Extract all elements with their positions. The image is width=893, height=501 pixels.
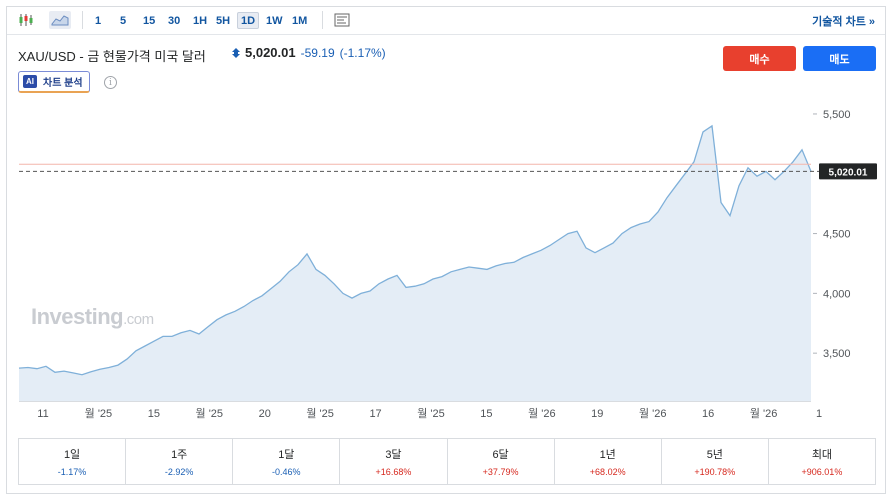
performance-cell: 1달 -0.46%	[233, 439, 341, 484]
y-tick-label: 5,500	[823, 109, 851, 121]
watermark-brand: Investing	[31, 304, 124, 329]
performance-cell: 1주 -2.92%	[126, 439, 234, 484]
timeframe-1[interactable]: 1	[95, 14, 102, 27]
performance-cell: 1년 +68.02%	[555, 439, 662, 484]
last-price: 5,020.01	[245, 45, 296, 60]
info-icon[interactable]: i	[104, 76, 117, 89]
watermark-suffix: .com	[123, 311, 154, 328]
x-tick-label: 월 '25	[417, 407, 445, 420]
x-tick-label: 월 '25	[196, 407, 224, 420]
sell-button[interactable]: 매도	[803, 46, 876, 71]
investing-watermark: Investing.com	[31, 304, 154, 330]
price-series-line	[18, 124, 812, 376]
performance-cell: 최대 +906.01%	[769, 439, 875, 484]
performance-cell: 1일 -1.17%	[19, 439, 127, 484]
performance-value: +190.78%	[694, 467, 736, 477]
indicators-icon[interactable]	[331, 11, 353, 29]
performance-value: +906.01%	[801, 467, 843, 477]
x-tick-label: 20	[259, 408, 271, 420]
x-tick-label: 월 '25	[306, 407, 334, 420]
price-area-fill	[19, 125, 811, 402]
performance-cell: 3달 +16.68%	[340, 439, 448, 484]
performance-value: +16.68%	[375, 467, 412, 477]
price-row: 5,020.01 -59.19 (-1.17%)	[232, 45, 386, 60]
y-tick-label: 3,500	[823, 348, 851, 360]
buy-button[interactable]: 매수	[723, 46, 796, 71]
x-tick-label: 15	[148, 408, 160, 420]
ai-icon: AI	[23, 75, 37, 88]
performance-cell: 6달 +37.79%	[448, 439, 555, 484]
y-tick-label: 4,500	[823, 229, 851, 241]
ai-chart-analysis-button[interactable]: AI 차트 분석	[18, 71, 90, 93]
performance-period: 최대	[811, 449, 833, 461]
area-chart-icon[interactable]	[49, 11, 71, 29]
performance-value: +68.02%	[589, 467, 626, 477]
timeframe-15[interactable]: 15	[143, 14, 156, 27]
x-tick-label: 1	[816, 408, 822, 420]
tech-chart-link[interactable]: 기술적 차트 »	[812, 16, 875, 28]
chart-widget: 1 5 15 30 1H 5H 1D 1W 1M 기술적 차트 » XAU/USD - 금 현물…	[6, 6, 886, 494]
y-tick-label: 4,000	[823, 288, 851, 300]
performance-period: 3달	[385, 449, 402, 461]
timeframe-1m[interactable]: 1M	[292, 14, 308, 27]
x-tick-label: 16	[702, 408, 714, 420]
timeframe-30[interactable]: 30	[168, 14, 181, 27]
performance-value: -1.17%	[57, 467, 87, 477]
timeframe-5[interactable]: 5	[120, 14, 127, 27]
performance-table: 1일 -1.17% 1주 -2.92% 1달 -0.46% 3달 +16.68% 6달 +37.7…	[18, 438, 876, 485]
ai-chart-analysis-label: 차트 분석	[43, 78, 83, 89]
performance-period: 1일	[63, 449, 81, 461]
instrument-title: XAU/USD - 금 현물가격 미국 달러	[18, 49, 206, 64]
price-change: -59.19	[300, 45, 335, 60]
chart-toolbar: 1 5 15 30 1H 5H 1D 1W 1M 기술적 차트 »	[7, 7, 885, 33]
x-tick-label: 17	[369, 408, 381, 420]
x-tick-label: 월 '26	[639, 407, 667, 420]
performance-value: -2.92%	[164, 467, 194, 477]
performance-period: 6달	[492, 449, 509, 461]
performance-cell: 5년 +190.78%	[662, 439, 769, 484]
current-price-label: 5,020.01	[829, 167, 868, 178]
toolbar-divider-line	[7, 34, 885, 35]
x-tick-label: 19	[591, 408, 603, 420]
performance-value: -0.46%	[272, 467, 301, 477]
x-tick-label: 월 '26	[528, 407, 556, 420]
timeframe-1d[interactable]: 1D	[237, 12, 260, 29]
candlestick-icon[interactable]	[15, 11, 37, 29]
x-tick-label: 월 '26	[750, 407, 778, 420]
price-down-icon	[232, 47, 240, 58]
toolbar-divider	[82, 11, 83, 29]
performance-period: 1달	[278, 449, 295, 461]
timeframe-5h[interactable]: 5H	[216, 14, 231, 27]
performance-period: 5년	[706, 449, 723, 461]
timeframe-1h[interactable]: 1H	[193, 14, 208, 27]
x-tick-label: 15	[480, 408, 492, 420]
toolbar-divider	[322, 11, 323, 29]
performance-period: 1년	[599, 449, 616, 461]
price-change-pct: (-1.17%)	[339, 45, 386, 60]
performance-value: +37.79%	[482, 467, 519, 477]
performance-period: 1주	[171, 449, 188, 461]
timeframe-1w[interactable]: 1W	[266, 14, 283, 27]
current-price-label-box	[819, 163, 877, 180]
x-tick-label: 11	[37, 408, 48, 420]
x-tick-label: 월 '25	[85, 407, 113, 420]
